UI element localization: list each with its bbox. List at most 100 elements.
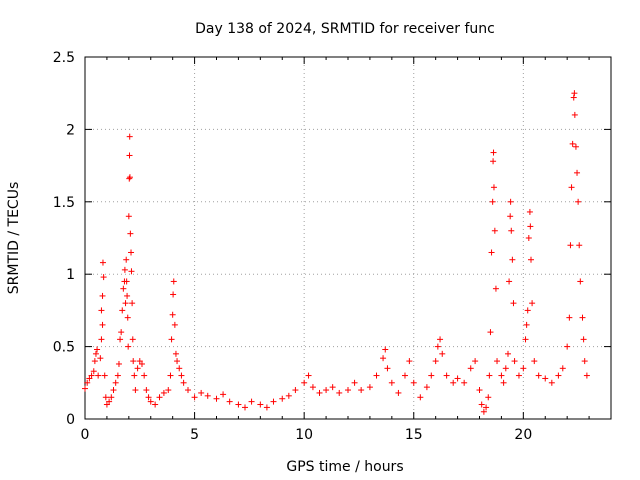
data-point — [535, 372, 542, 379]
data-point — [129, 300, 136, 307]
data-point — [485, 394, 492, 401]
data-point — [128, 249, 135, 256]
data-point — [358, 387, 365, 394]
data-point — [309, 384, 316, 391]
data-point — [180, 379, 187, 386]
data-point — [125, 343, 132, 350]
data-point — [329, 384, 336, 391]
data-point — [126, 175, 133, 182]
data-point — [382, 346, 389, 353]
data-point — [145, 394, 152, 401]
x-tick-label: 10 — [295, 427, 313, 443]
data-point — [124, 314, 131, 321]
data-point — [117, 336, 124, 343]
data-point — [581, 358, 588, 365]
data-point — [542, 375, 549, 382]
data-point — [439, 350, 446, 357]
data-point — [527, 223, 534, 230]
data-point — [97, 355, 104, 362]
data-point — [99, 321, 106, 328]
data-point — [366, 384, 373, 391]
data-point — [92, 350, 99, 357]
data-point — [178, 372, 185, 379]
data-point — [483, 404, 490, 411]
data-point — [523, 321, 530, 328]
data-point — [506, 278, 513, 285]
data-point — [88, 372, 95, 379]
y-tick-label: 2 — [66, 122, 75, 138]
data-point — [566, 314, 573, 321]
data-point — [472, 358, 479, 365]
data-point — [574, 169, 581, 176]
data-point — [191, 394, 198, 401]
data-point — [226, 398, 233, 405]
data-point — [572, 143, 579, 150]
data-point — [143, 387, 150, 394]
data-point — [428, 372, 435, 379]
data-point — [279, 395, 286, 402]
x-tick-label: 5 — [190, 427, 199, 443]
data-point — [257, 401, 264, 408]
data-point — [571, 90, 578, 97]
data-point — [454, 375, 461, 382]
data-point — [490, 149, 497, 156]
data-point — [204, 392, 211, 399]
data-point — [119, 307, 126, 314]
data-point — [528, 256, 535, 263]
data-points — [82, 90, 590, 415]
data-point — [170, 278, 177, 285]
data-point — [406, 358, 413, 365]
data-point — [156, 394, 163, 401]
data-point — [490, 158, 497, 165]
data-point — [160, 389, 167, 396]
data-point — [167, 372, 174, 379]
data-point — [124, 292, 131, 299]
y-tick-label: 0 — [66, 412, 75, 428]
data-point — [510, 300, 517, 307]
data-point — [220, 391, 227, 398]
data-point — [395, 389, 402, 396]
data-point — [520, 365, 527, 372]
data-point — [504, 350, 511, 357]
data-point — [576, 242, 583, 249]
data-point — [559, 365, 566, 372]
x-tick-label: 15 — [405, 427, 423, 443]
data-point — [380, 355, 387, 362]
data-point — [305, 372, 312, 379]
data-point — [115, 360, 122, 367]
data-point — [126, 152, 133, 159]
data-point — [526, 208, 533, 215]
data-point — [316, 389, 323, 396]
data-point — [579, 314, 586, 321]
data-point — [170, 291, 177, 298]
data-point — [84, 379, 91, 386]
data-point — [467, 365, 474, 372]
data-point — [511, 358, 518, 365]
data-point — [114, 372, 121, 379]
data-point — [91, 358, 98, 365]
data-point — [106, 398, 113, 405]
y-axis-label: SRMTID / TECUs — [6, 182, 22, 295]
data-point — [434, 343, 441, 350]
data-point — [417, 394, 424, 401]
data-point — [571, 111, 578, 118]
data-point — [476, 387, 483, 394]
data-point — [99, 259, 106, 266]
data-point — [488, 249, 495, 256]
data-point — [508, 227, 515, 234]
data-point — [486, 372, 493, 379]
data-point — [522, 336, 529, 343]
data-point — [127, 230, 134, 237]
data-point — [102, 394, 109, 401]
data-point — [432, 358, 439, 365]
data-point — [529, 300, 536, 307]
data-point — [461, 379, 468, 386]
data-point — [492, 285, 499, 292]
data-point — [568, 184, 575, 191]
data-point — [507, 198, 514, 205]
data-point — [147, 398, 154, 405]
data-point — [270, 398, 277, 405]
data-point — [437, 336, 444, 343]
data-point — [176, 365, 183, 372]
